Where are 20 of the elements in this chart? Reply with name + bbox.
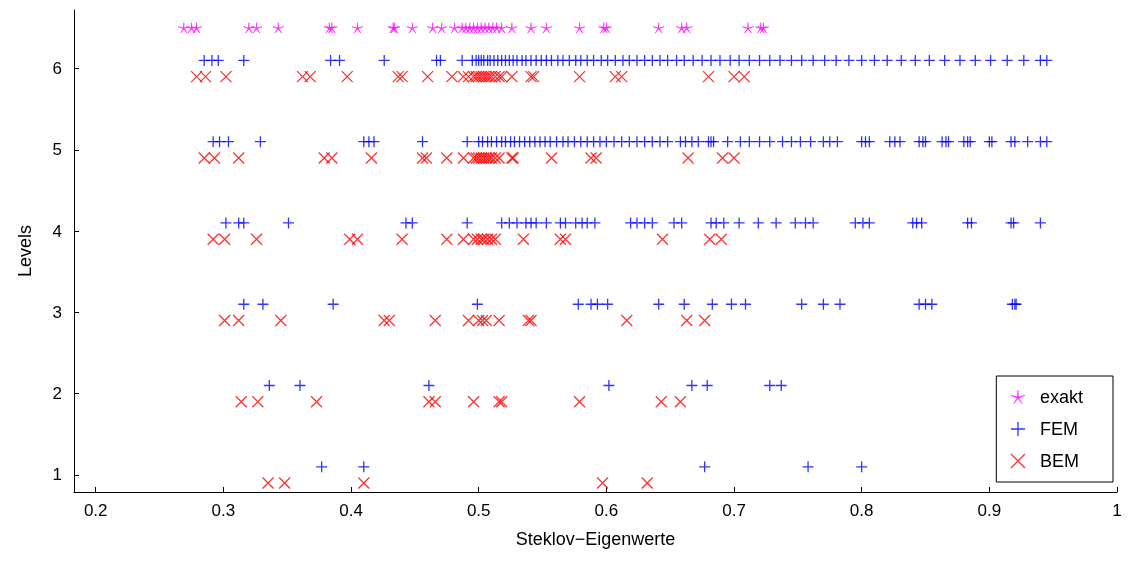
x-tick-label: 1 bbox=[1112, 501, 1122, 520]
y-tick-label: 4 bbox=[52, 221, 62, 241]
x-tick-label: 0.4 bbox=[339, 501, 363, 520]
y-tick-label: 2 bbox=[52, 384, 62, 404]
y-tick-label: 3 bbox=[52, 302, 62, 322]
x-tick-label: 0.6 bbox=[594, 501, 619, 520]
x-tick-label: 0.3 bbox=[211, 501, 236, 520]
x-tick-label: 0.5 bbox=[466, 501, 491, 520]
x-tick-label: 0.7 bbox=[722, 501, 746, 520]
legend-label: BEM bbox=[1039, 451, 1079, 471]
legend-label: exakt bbox=[1039, 387, 1084, 407]
x-tick-label: 0.9 bbox=[977, 501, 1002, 520]
y-tick-label: 5 bbox=[52, 140, 62, 160]
legend-label: FEM bbox=[1039, 419, 1078, 439]
x-axis-title: Steklov−Eigenwerte bbox=[515, 529, 676, 549]
y-tick-label: 6 bbox=[52, 59, 62, 79]
x-tick-label: 0.8 bbox=[849, 501, 874, 520]
y-axis-title: Levels bbox=[15, 224, 35, 278]
x-tick-label: 0.2 bbox=[83, 501, 108, 520]
y-tick-label: 1 bbox=[52, 465, 62, 485]
